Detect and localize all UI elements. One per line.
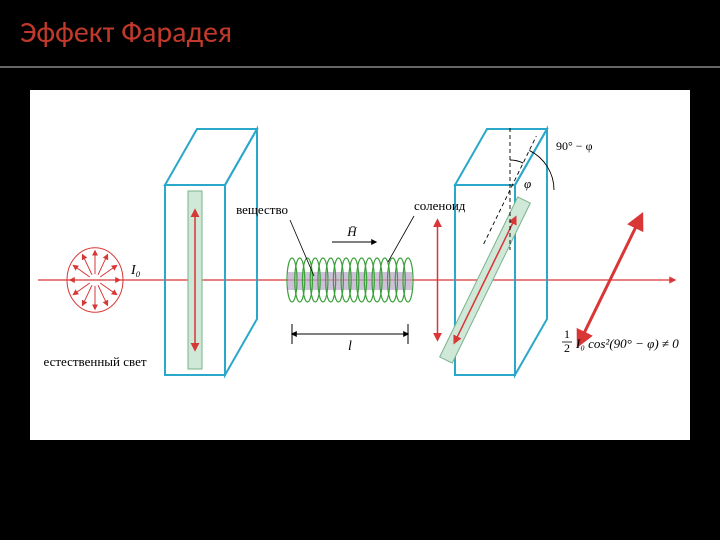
svg-text:l: l (348, 339, 352, 354)
svg-text:соленоид: соленоид (414, 198, 466, 213)
svg-text:I₀: I₀ (130, 263, 141, 278)
header-rule (0, 66, 720, 68)
page-title: Эффект Фарадея (20, 14, 232, 51)
svg-text:90° − φ: 90° − φ (556, 139, 593, 153)
svg-text:естественный свет: естественный свет (43, 354, 146, 369)
svg-text:H̄: H̄ (346, 224, 357, 239)
svg-text:2: 2 (564, 341, 570, 355)
svg-text:I₀ cos²(90° − φ) ≠ 0: I₀ cos²(90° − φ) ≠ 0 (575, 336, 679, 351)
diagram-svg: I₀ естественный свет H̄ вещество соленоид l φ 9… (30, 90, 690, 440)
svg-text:вещество: вещество (236, 202, 288, 217)
diagram-canvas: I₀ естественный свет H̄ вещество соленоид l φ 9… (30, 90, 690, 440)
svg-text:φ: φ (524, 176, 531, 191)
svg-text:1: 1 (564, 327, 570, 341)
